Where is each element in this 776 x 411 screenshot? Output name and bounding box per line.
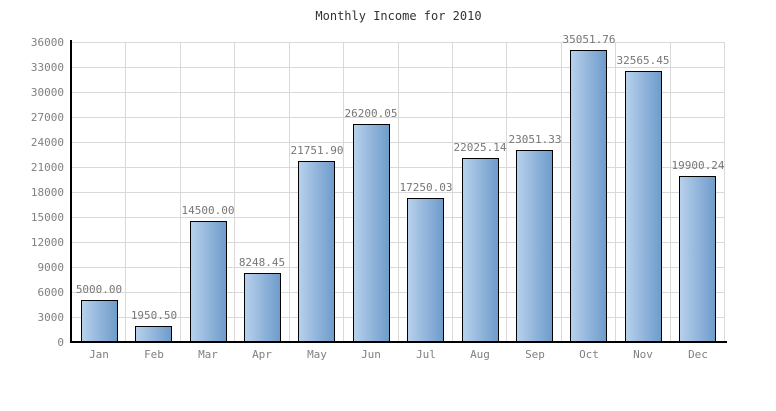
x-tick-label-dec: Dec xyxy=(688,348,708,361)
bar-jun xyxy=(353,124,390,342)
v-gridline xyxy=(125,42,126,342)
bar-value-label: 5000.00 xyxy=(75,283,123,296)
y-tick-label: 12000 xyxy=(30,236,64,249)
x-tick-label-apr: Apr xyxy=(252,348,272,361)
y-tick-label: 24000 xyxy=(30,136,64,149)
bar-value-label: 8248.45 xyxy=(238,256,286,269)
bar-sep xyxy=(516,150,553,342)
bar-value-label: 35051.76 xyxy=(562,33,616,46)
v-gridline xyxy=(180,42,181,342)
x-tick-label-feb: Feb xyxy=(144,348,164,361)
x-tick-label-jan: Jan xyxy=(89,348,109,361)
x-tick-label-mar: Mar xyxy=(198,348,218,361)
bar-aug xyxy=(462,158,499,342)
bar-value-label: 17250.03 xyxy=(399,181,453,194)
v-gridline xyxy=(724,42,725,342)
y-tick-label: 6000 xyxy=(37,286,65,299)
y-tick-label: 9000 xyxy=(37,261,65,274)
y-tick-label: 3000 xyxy=(37,311,65,324)
bar-apr xyxy=(244,273,281,342)
v-gridline xyxy=(289,42,290,342)
bar-value-label: 19900.24 xyxy=(671,159,725,172)
y-tick-label: 18000 xyxy=(30,186,64,199)
y-tick-label: 21000 xyxy=(30,161,64,174)
v-gridline xyxy=(398,42,399,342)
bar-value-label: 22025.14 xyxy=(453,141,507,154)
bar-jul xyxy=(407,198,444,342)
chart-title: Monthly Income for 2010 xyxy=(315,9,482,23)
y-tick-label: 15000 xyxy=(30,211,64,224)
bar-may xyxy=(298,161,335,342)
y-axis-line xyxy=(70,40,72,343)
y-tick-label: 30000 xyxy=(30,86,64,99)
bar-feb xyxy=(135,326,172,342)
v-gridline xyxy=(670,42,671,342)
v-gridline xyxy=(561,42,562,342)
v-gridline xyxy=(615,42,616,342)
bar-value-label: 1950.50 xyxy=(130,309,178,322)
y-tick-label: 33000 xyxy=(30,61,64,74)
bar-value-label: 21751.90 xyxy=(290,144,344,157)
bar-oct xyxy=(570,50,607,342)
y-tick-label: 0 xyxy=(57,336,64,349)
x-tick-label-oct: Oct xyxy=(579,348,599,361)
bar-value-label: 23051.33 xyxy=(508,133,562,146)
x-tick-label-may: May xyxy=(307,348,327,361)
bar-nov xyxy=(625,71,662,342)
bar-mar xyxy=(190,221,227,342)
bar-value-label: 32565.45 xyxy=(616,54,670,67)
v-gridline xyxy=(234,42,235,342)
bar-value-label: 26200.05 xyxy=(344,107,398,120)
bar-value-label: 14500.00 xyxy=(181,204,235,217)
x-tick-label-aug: Aug xyxy=(470,348,490,361)
v-gridline xyxy=(506,42,507,342)
x-axis-line xyxy=(70,341,727,343)
x-tick-label-nov: Nov xyxy=(633,348,653,361)
x-tick-label-sep: Sep xyxy=(525,348,545,361)
x-tick-label-jul: Jul xyxy=(416,348,436,361)
y-tick-label: 27000 xyxy=(30,111,64,124)
v-gridline xyxy=(343,42,344,342)
bar-dec xyxy=(679,176,716,342)
x-tick-label-jun: Jun xyxy=(361,348,381,361)
chart-plot-area: 5000.00 1950.50 14500.00 8248.45 21751.90 262… xyxy=(72,33,725,342)
y-tick-label: 36000 xyxy=(30,36,64,49)
v-gridline xyxy=(452,42,453,342)
